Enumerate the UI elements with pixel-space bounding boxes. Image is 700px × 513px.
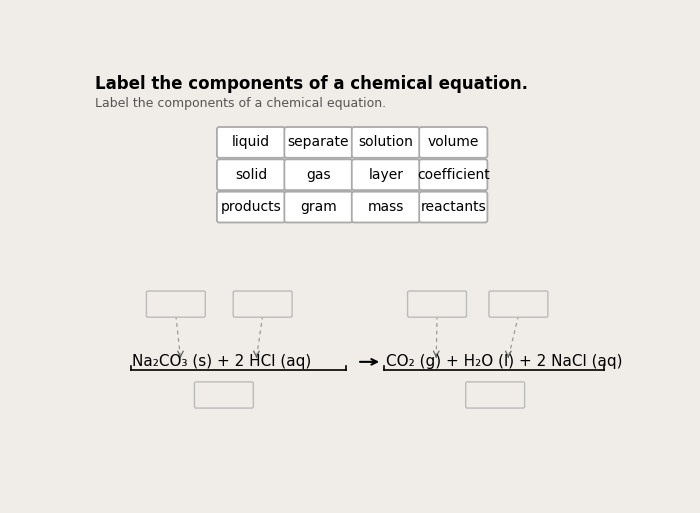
FancyBboxPatch shape [217, 127, 285, 158]
Text: Label the components of a chemical equation.: Label the components of a chemical equat… [95, 75, 528, 93]
FancyBboxPatch shape [284, 192, 353, 223]
FancyBboxPatch shape [419, 160, 487, 190]
Text: Na₂CO₃ (s) + 2 HCl (aq): Na₂CO₃ (s) + 2 HCl (aq) [132, 354, 312, 369]
Text: solution: solution [358, 135, 413, 149]
Text: gas: gas [306, 168, 331, 182]
Text: coefficient: coefficient [417, 168, 490, 182]
Text: volume: volume [428, 135, 479, 149]
FancyBboxPatch shape [284, 160, 353, 190]
FancyBboxPatch shape [407, 291, 466, 317]
FancyBboxPatch shape [284, 127, 353, 158]
Text: gram: gram [300, 200, 337, 214]
FancyBboxPatch shape [352, 127, 420, 158]
Text: reactants: reactants [421, 200, 486, 214]
Text: solid: solid [235, 168, 267, 182]
FancyBboxPatch shape [419, 192, 487, 223]
FancyBboxPatch shape [489, 291, 548, 317]
FancyBboxPatch shape [352, 192, 420, 223]
FancyBboxPatch shape [466, 382, 524, 408]
Text: CO₂ (g) + H₂O (l) + 2 NaCl (aq): CO₂ (g) + H₂O (l) + 2 NaCl (aq) [386, 354, 622, 369]
Text: products: products [220, 200, 281, 214]
FancyBboxPatch shape [352, 160, 420, 190]
FancyBboxPatch shape [217, 192, 285, 223]
FancyBboxPatch shape [195, 382, 253, 408]
FancyBboxPatch shape [146, 291, 205, 317]
FancyBboxPatch shape [419, 127, 487, 158]
Text: Label the components of a chemical equation.: Label the components of a chemical equat… [95, 97, 386, 110]
Text: liquid: liquid [232, 135, 270, 149]
FancyBboxPatch shape [217, 160, 285, 190]
FancyBboxPatch shape [233, 291, 292, 317]
Text: separate: separate [288, 135, 349, 149]
Text: layer: layer [368, 168, 403, 182]
Text: mass: mass [368, 200, 404, 214]
